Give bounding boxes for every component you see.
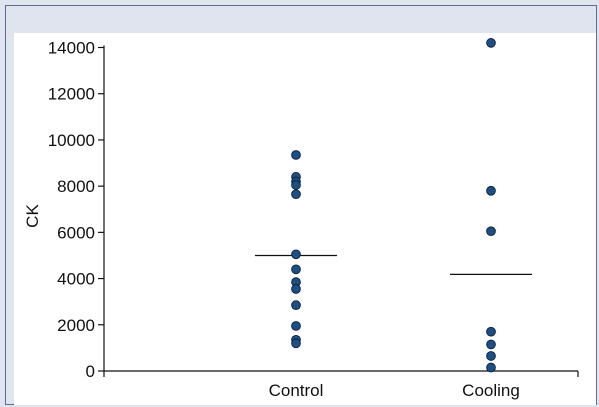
data-point — [486, 351, 496, 361]
data-point — [486, 226, 496, 237]
data-point — [291, 180, 301, 190]
data-point — [291, 150, 301, 160]
y-tick-label: 2000 — [57, 316, 95, 335]
y-tick-label: 6000 — [57, 223, 95, 242]
data-points — [291, 38, 496, 373]
scatter-chart: 0 2000 4000 6000 8000 10000 12000 14000 Control… — [14, 33, 596, 405]
plot-area — [14, 33, 596, 405]
x-tick-label: Cooling — [462, 381, 520, 400]
data-point — [291, 338, 301, 349]
data-point — [291, 321, 301, 331]
x-tick-label: Control — [269, 381, 324, 400]
data-point — [291, 264, 301, 275]
y-tick-label: 12000 — [48, 85, 95, 104]
data-point — [486, 326, 496, 337]
data-point — [486, 38, 496, 48]
chart-frame: 0 2000 4000 6000 8000 10000 12000 14000 Control… — [5, 5, 597, 405]
y-tick-label: 4000 — [57, 270, 95, 289]
y-tick-label: 8000 — [57, 177, 95, 196]
data-point — [291, 284, 301, 294]
y-axis-title: CK — [23, 204, 42, 228]
x-axis: Control Cooling — [103, 370, 579, 400]
y-tick-label: 14000 — [48, 39, 95, 58]
y-axis: 0 2000 4000 6000 8000 10000 12000 14000 — [48, 39, 105, 381]
y-tick-label: 0 — [86, 362, 95, 381]
data-point — [486, 339, 496, 350]
data-point — [486, 185, 496, 196]
y-tick-label: 10000 — [48, 131, 95, 150]
data-point — [291, 249, 301, 260]
data-point — [486, 362, 496, 373]
data-point — [291, 189, 301, 200]
data-point — [291, 300, 301, 310]
